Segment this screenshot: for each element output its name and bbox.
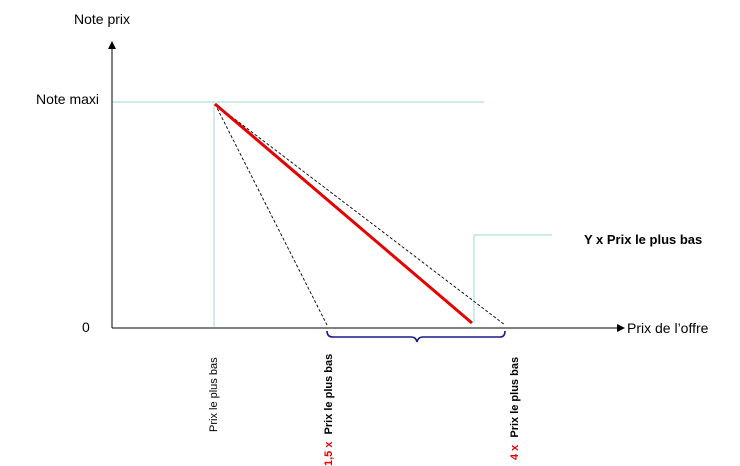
- tick-lowest-price-text: Prix le plus bas: [208, 357, 220, 432]
- tick-1-5x-text: Prix le plus bas: [323, 354, 335, 435]
- y-axis-label: Note prix: [74, 11, 130, 27]
- dashed-line-to-1-5x: [214, 103, 328, 326]
- dashed-line-to-4x: [214, 103, 506, 326]
- max-score-label: Note maxi: [36, 91, 99, 107]
- tick-4x-text: Prix le plus bas: [509, 357, 521, 438]
- tick-1-5x-prefix: 1,5 x: [323, 441, 335, 466]
- origin-label: 0: [82, 319, 90, 335]
- price-range-brace: [326, 330, 506, 343]
- tick-1-5x-price: 1,5 x Prix le plus bas: [323, 354, 335, 466]
- tick-4x-prefix: 4 x: [509, 444, 521, 460]
- score-line: [214, 102, 473, 325]
- tick-lowest-price: Prix le plus bas: [208, 357, 220, 432]
- callout-label: Y x Prix le plus bas: [584, 232, 702, 247]
- tick-4x-price: 4 x Prix le plus bas: [509, 357, 521, 460]
- x-axis-label: Prix de l’offre: [627, 320, 709, 336]
